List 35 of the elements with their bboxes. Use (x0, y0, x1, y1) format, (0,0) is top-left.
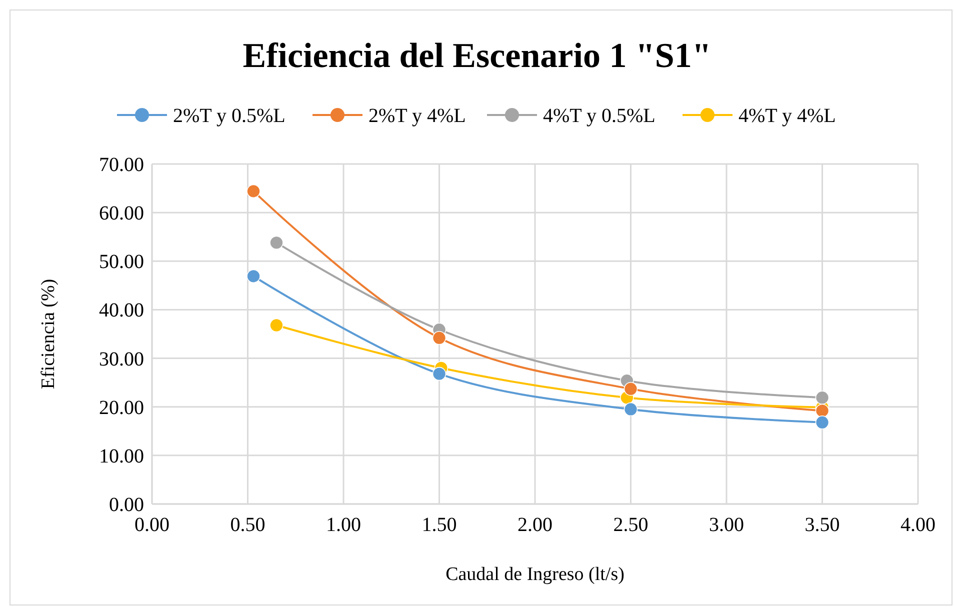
point (815, 416, 830, 430)
x-tick-label: 1.00 (326, 514, 361, 536)
y-tick-label: 40.00 (99, 300, 144, 322)
y-tick-label: 60.00 (99, 202, 144, 225)
legend-label: 2%T y 4%L (368, 105, 466, 127)
legend-label: 2%T y 0.5%L (173, 105, 286, 127)
y-tick-label: 70.00 (99, 154, 144, 176)
x-tick-label: 0.50 (230, 514, 266, 536)
x-axis-title: Caudal de Ingreso (lt/s) (446, 564, 624, 585)
y-axis-title: Eficiencia (%) (38, 278, 59, 390)
point (624, 402, 638, 416)
x-tick-label: 3.50 (804, 514, 840, 536)
point (815, 390, 830, 405)
y-tick-label: 30.00 (99, 348, 144, 370)
x-tick-label: 0.00 (134, 514, 170, 536)
point (815, 404, 830, 418)
point (246, 184, 260, 198)
legend-label: 4%T y 4%L (738, 105, 836, 127)
x-tick-label: 1.50 (422, 514, 457, 536)
point (432, 330, 446, 345)
y-tick-label: 10.00 (99, 445, 144, 468)
x-tick-label: 4.00 (900, 514, 936, 536)
y-tick-label: 0.00 (109, 494, 144, 516)
point (246, 269, 260, 284)
x-tick-label: 2.50 (613, 514, 648, 536)
legend-label: 4%T y 0.5%L (543, 105, 656, 127)
point (624, 382, 638, 396)
y-tick-label: 20.00 (99, 396, 144, 419)
chart-title: Eficiencia del Escenario 1 "S1" (242, 36, 712, 75)
x-tick-label: 2.00 (518, 514, 552, 536)
x-tick-label: 3.00 (709, 514, 744, 536)
point (270, 236, 284, 250)
point (432, 366, 446, 381)
y-tick-label: 50.00 (99, 251, 144, 274)
point (270, 318, 284, 332)
